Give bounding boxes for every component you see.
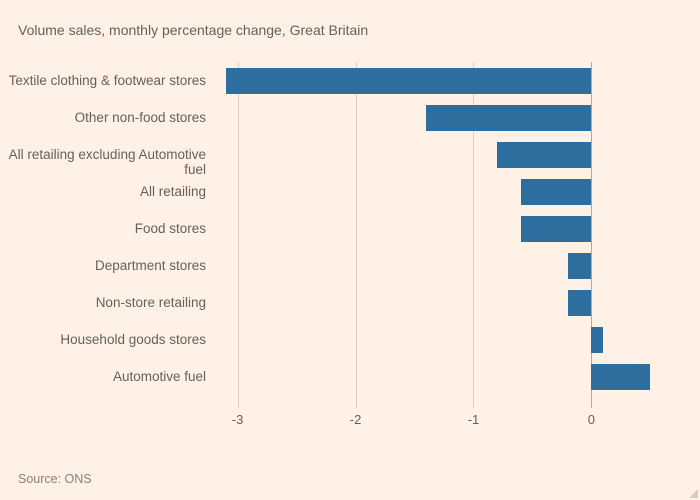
category-label: Non-store retailing xyxy=(0,295,206,310)
gridline xyxy=(356,62,357,408)
bar xyxy=(591,327,603,353)
chart-plot: -3-2-10 xyxy=(214,62,674,422)
category-label: Household goods stores xyxy=(0,332,206,347)
category-label: Food stores xyxy=(0,221,206,236)
bar xyxy=(591,364,650,390)
bar xyxy=(226,68,592,94)
resize-handle-icon xyxy=(689,489,698,498)
bar xyxy=(521,179,592,205)
category-label: All retailing excluding Automotive fuel xyxy=(0,147,206,177)
bar xyxy=(568,253,592,279)
category-label: All retailing xyxy=(0,184,206,199)
x-tick-label: 0 xyxy=(588,412,595,427)
gridline xyxy=(238,62,239,408)
category-label: Textile clothing & footwear stores xyxy=(0,73,206,88)
x-tick-label: -1 xyxy=(468,412,480,427)
category-label: Other non-food stores xyxy=(0,110,206,125)
bar xyxy=(497,142,591,168)
chart-subtitle: Volume sales, monthly percentage change,… xyxy=(18,22,368,38)
category-label: Automotive fuel xyxy=(0,369,206,384)
category-label: Department stores xyxy=(0,258,206,273)
x-tick-label: -2 xyxy=(350,412,362,427)
chart-source: Source: ONS xyxy=(18,472,92,486)
gridline xyxy=(591,62,592,408)
bar xyxy=(521,216,592,242)
bar xyxy=(426,105,591,131)
bar xyxy=(568,290,592,316)
x-tick-label: -3 xyxy=(232,412,244,427)
chart-area: -3-2-10 Textile clothing & footwear stor… xyxy=(0,62,700,432)
